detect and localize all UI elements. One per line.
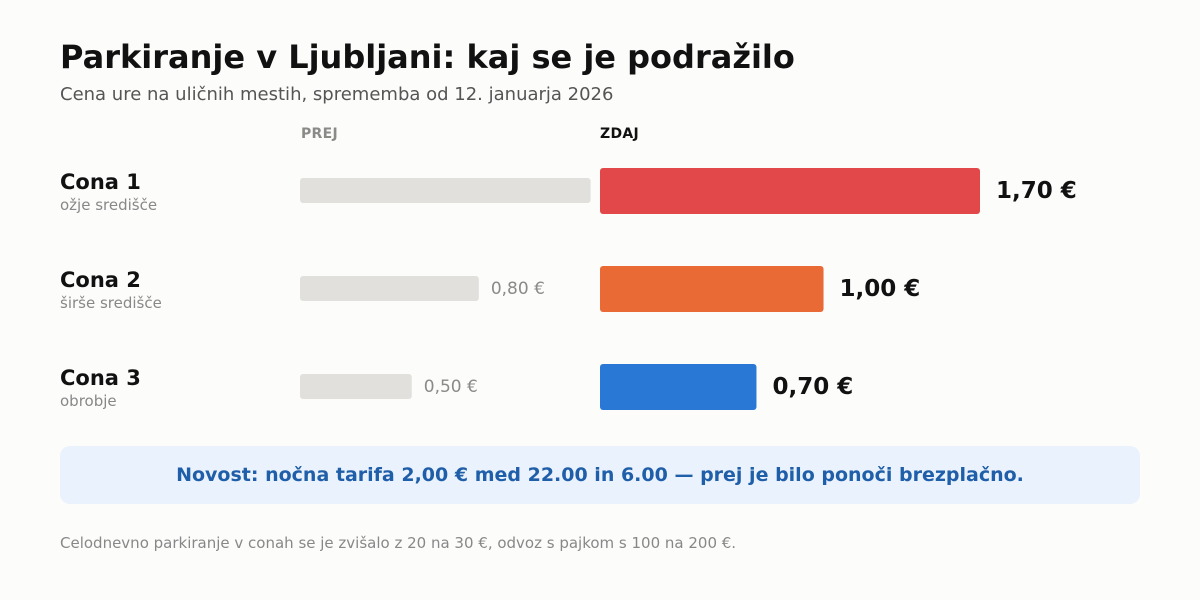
column-header-now: ZDAJ — [600, 126, 640, 142]
zone-3-now-label: 0,70 € — [772, 374, 853, 400]
zone-1-description: ožje središče — [60, 196, 157, 214]
zone-2-description: širše središče — [60, 294, 162, 312]
zone-1-now-label: 1,70 € — [996, 178, 1077, 204]
night-tariff-note: Novost: nočna tarifa 2,00 € med 22.00 in… — [60, 446, 1140, 504]
zone-1-now-bar — [600, 168, 980, 214]
chart-title: Parkiranje v Ljubljani: kaj se je podraž… — [60, 38, 795, 76]
zone-3-now-bar — [600, 364, 757, 410]
zone-2-now-label: 1,00 € — [840, 276, 921, 302]
zone-3-before-bar — [300, 374, 412, 399]
zone-3-before-label: 0,50 € — [424, 377, 478, 397]
zone-3-description: obrobje — [60, 392, 117, 410]
chart-subtitle: Cena ure na uličnih mestih, sprememba od… — [60, 84, 614, 105]
zone-2-now-bar — [600, 266, 824, 312]
zone-1-name: Cona 1 — [60, 170, 141, 194]
zone-1-before-bar — [300, 178, 591, 203]
zone-2-before-bar — [300, 276, 479, 301]
zone-3-name: Cona 3 — [60, 366, 141, 390]
zone-2-before-label: 0,80 € — [491, 279, 545, 299]
zone-2-name: Cona 2 — [60, 268, 141, 292]
column-header-before: PREJ — [301, 126, 339, 142]
footnote: Celodnevno parkiranje v conah se je zviš… — [60, 534, 737, 552]
